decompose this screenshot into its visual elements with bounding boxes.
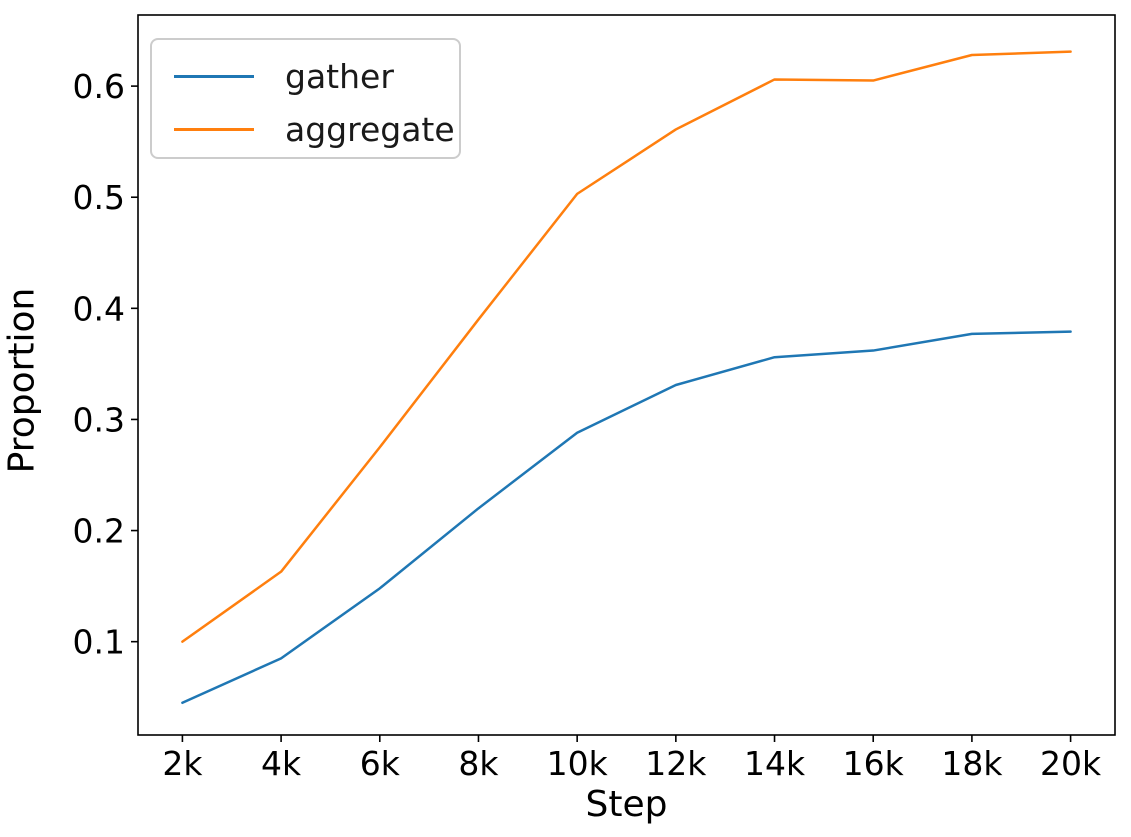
- x-tick-label: 18k: [941, 744, 1003, 783]
- x-tick-label: 6k: [360, 744, 401, 783]
- x-tick-label: 2k: [162, 744, 203, 783]
- series-line-gather: [181, 330, 1072, 705]
- y-tick-label: 0.2: [73, 512, 125, 551]
- x-tick-label: 10k: [547, 744, 609, 783]
- y-tick-label: 0.5: [73, 178, 125, 217]
- x-tick-label: 16k: [843, 744, 905, 783]
- legend-label-gather: gather: [285, 57, 394, 96]
- y-tick-label: 0.3: [73, 400, 125, 439]
- y-tick-label: 0.6: [73, 67, 125, 106]
- x-tick-label: 12k: [645, 744, 707, 783]
- y-tick-label: 0.1: [73, 623, 125, 662]
- legend-line-swatch-gather: [174, 75, 254, 78]
- x-tick-label: 20k: [1040, 744, 1102, 783]
- legend-item-gather: gather: [174, 50, 459, 103]
- series-line-aggregate: [181, 50, 1072, 643]
- x-tick-label: 8k: [458, 744, 499, 783]
- legend-item-aggregate: aggregate: [174, 103, 459, 156]
- plot-frame: [137, 14, 1116, 736]
- x-axis-title: Step: [585, 784, 668, 825]
- y-tick-label: 0.4: [73, 289, 125, 328]
- legend-label-aggregate: aggregate: [285, 110, 455, 149]
- legend: gather aggregate: [150, 38, 461, 159]
- x-tick-label: 4k: [261, 744, 302, 783]
- y-axis-title: Proportion: [1, 287, 43, 474]
- legend-line-swatch-aggregate: [174, 128, 254, 131]
- x-tick-label: 14k: [744, 744, 806, 783]
